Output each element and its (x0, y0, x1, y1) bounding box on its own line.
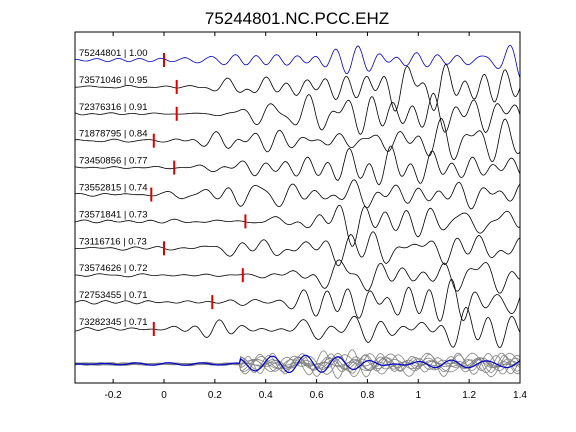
trace-label: 72376316 | 0.91 (79, 102, 148, 113)
plot-frame (74, 31, 521, 384)
trace-label: 73571046 | 0.95 (79, 75, 148, 86)
trace-label: 73574626 | 0.72 (79, 263, 148, 274)
trace-label: 73282345 | 0.71 (79, 317, 148, 328)
trace-line (74, 63, 521, 112)
trace-label: 73552815 | 0.74 (79, 183, 148, 194)
x-tick-label: -0.2 (105, 390, 123, 401)
trace-line (74, 278, 521, 322)
trace-line (74, 204, 521, 247)
x-tick-label: 1.2 (462, 390, 476, 401)
trace-label: 73450856 | 0.77 (79, 156, 148, 167)
trace-line (75, 259, 521, 294)
trace-line (74, 118, 521, 163)
trace-line (74, 179, 521, 210)
traces-layer (74, 44, 521, 379)
x-tick-label: 0.4 (259, 390, 273, 401)
trace-label: 71878795 | 0.84 (79, 129, 148, 140)
trace-label: 72753455 | 0.71 (79, 290, 148, 301)
x-axis: -0.2 0 0.2 0.4 0.6 0.8 1 1.2 1.4 (105, 32, 527, 401)
x-tick-label: 0 (161, 390, 167, 401)
chart-title: 75244801.NC.PCC.EHZ (205, 9, 389, 28)
trace-labels: 75244801 | 1.00 73571046 | 0.95 72376316 |… (79, 48, 148, 328)
x-tick-label: 0.8 (360, 390, 374, 401)
x-tick-label: 1.4 (513, 390, 527, 401)
pick-markers (150, 53, 247, 336)
x-tick-label: 1 (416, 390, 422, 401)
trace-label: 75244801 | 1.00 (79, 48, 148, 59)
x-tick-label: 0.2 (208, 390, 222, 401)
x-tick-label: 0.6 (310, 390, 324, 401)
trace-label: 73571841 | 0.73 (79, 209, 148, 220)
stack-reference-trace (75, 354, 521, 374)
trace-line (74, 306, 521, 349)
trace-line (74, 145, 521, 186)
trace-label: 73116716 | 0.73 (79, 236, 147, 247)
